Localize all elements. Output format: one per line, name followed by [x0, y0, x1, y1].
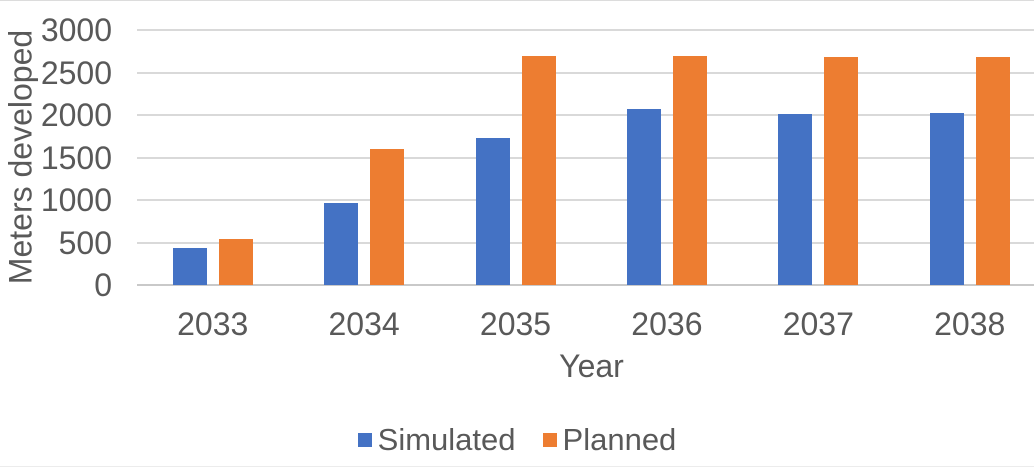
- bar-simulated-2036: [626, 108, 661, 285]
- bar-planned-2035: [521, 56, 556, 285]
- y-tick-label-0: 0: [94, 267, 112, 303]
- bar-planned-2036: [672, 56, 707, 285]
- y-tick-label-500: 500: [58, 224, 112, 261]
- y-tick-label-3000: 3000: [40, 12, 112, 48]
- gridline-1000: [137, 199, 1034, 201]
- bar-simulated-2037: [778, 113, 813, 285]
- bar-planned-2033: [218, 239, 253, 285]
- bar-planned-2037: [824, 57, 859, 285]
- x-axis-title: Year: [559, 348, 624, 384]
- y-tick-label-1000: 1000: [40, 182, 112, 218]
- y-tick-label-1500: 1500: [40, 139, 112, 176]
- legend-swatch-simulated: [357, 433, 372, 447]
- gridline-1500: [137, 156, 1034, 159]
- legend-label-simulated: Simulated: [377, 422, 516, 457]
- bar-simulated-2033: [172, 247, 207, 285]
- x-tick-label-2035: 2035: [479, 306, 552, 342]
- plot-area: [137, 29, 1034, 286]
- gridline-500: [137, 241, 1034, 244]
- x-tick-label-2036: 2036: [631, 306, 703, 342]
- y-tick-label-2000: 2000: [40, 97, 112, 133]
- legend-item-planned: Planned: [542, 422, 677, 458]
- x-tick-label-2038: 2038: [934, 306, 1006, 342]
- gridline-2000: [137, 114, 1034, 116]
- gridline-2500: [137, 71, 1034, 74]
- x-axis-line: [137, 284, 1034, 286]
- bar-simulated-2035: [475, 137, 510, 285]
- legend-swatch-planned: [542, 433, 557, 447]
- gridline-3000: [137, 29, 1034, 31]
- x-tick-label-2033: 2033: [177, 306, 249, 342]
- legend-item-simulated: Simulated: [357, 422, 516, 458]
- x-tick-label-2034: 2034: [328, 306, 400, 342]
- bar-planned-2038: [975, 57, 1010, 285]
- legend-label-planned: Planned: [562, 422, 677, 457]
- bar-simulated-2034: [324, 202, 359, 285]
- x-tick-label-2037: 2037: [782, 306, 854, 342]
- bar-simulated-2038: [929, 113, 964, 285]
- legend: Simulated Planned: [0, 422, 1034, 458]
- bar-planned-2034: [370, 149, 405, 285]
- y-tick-label-2500: 2500: [40, 54, 112, 91]
